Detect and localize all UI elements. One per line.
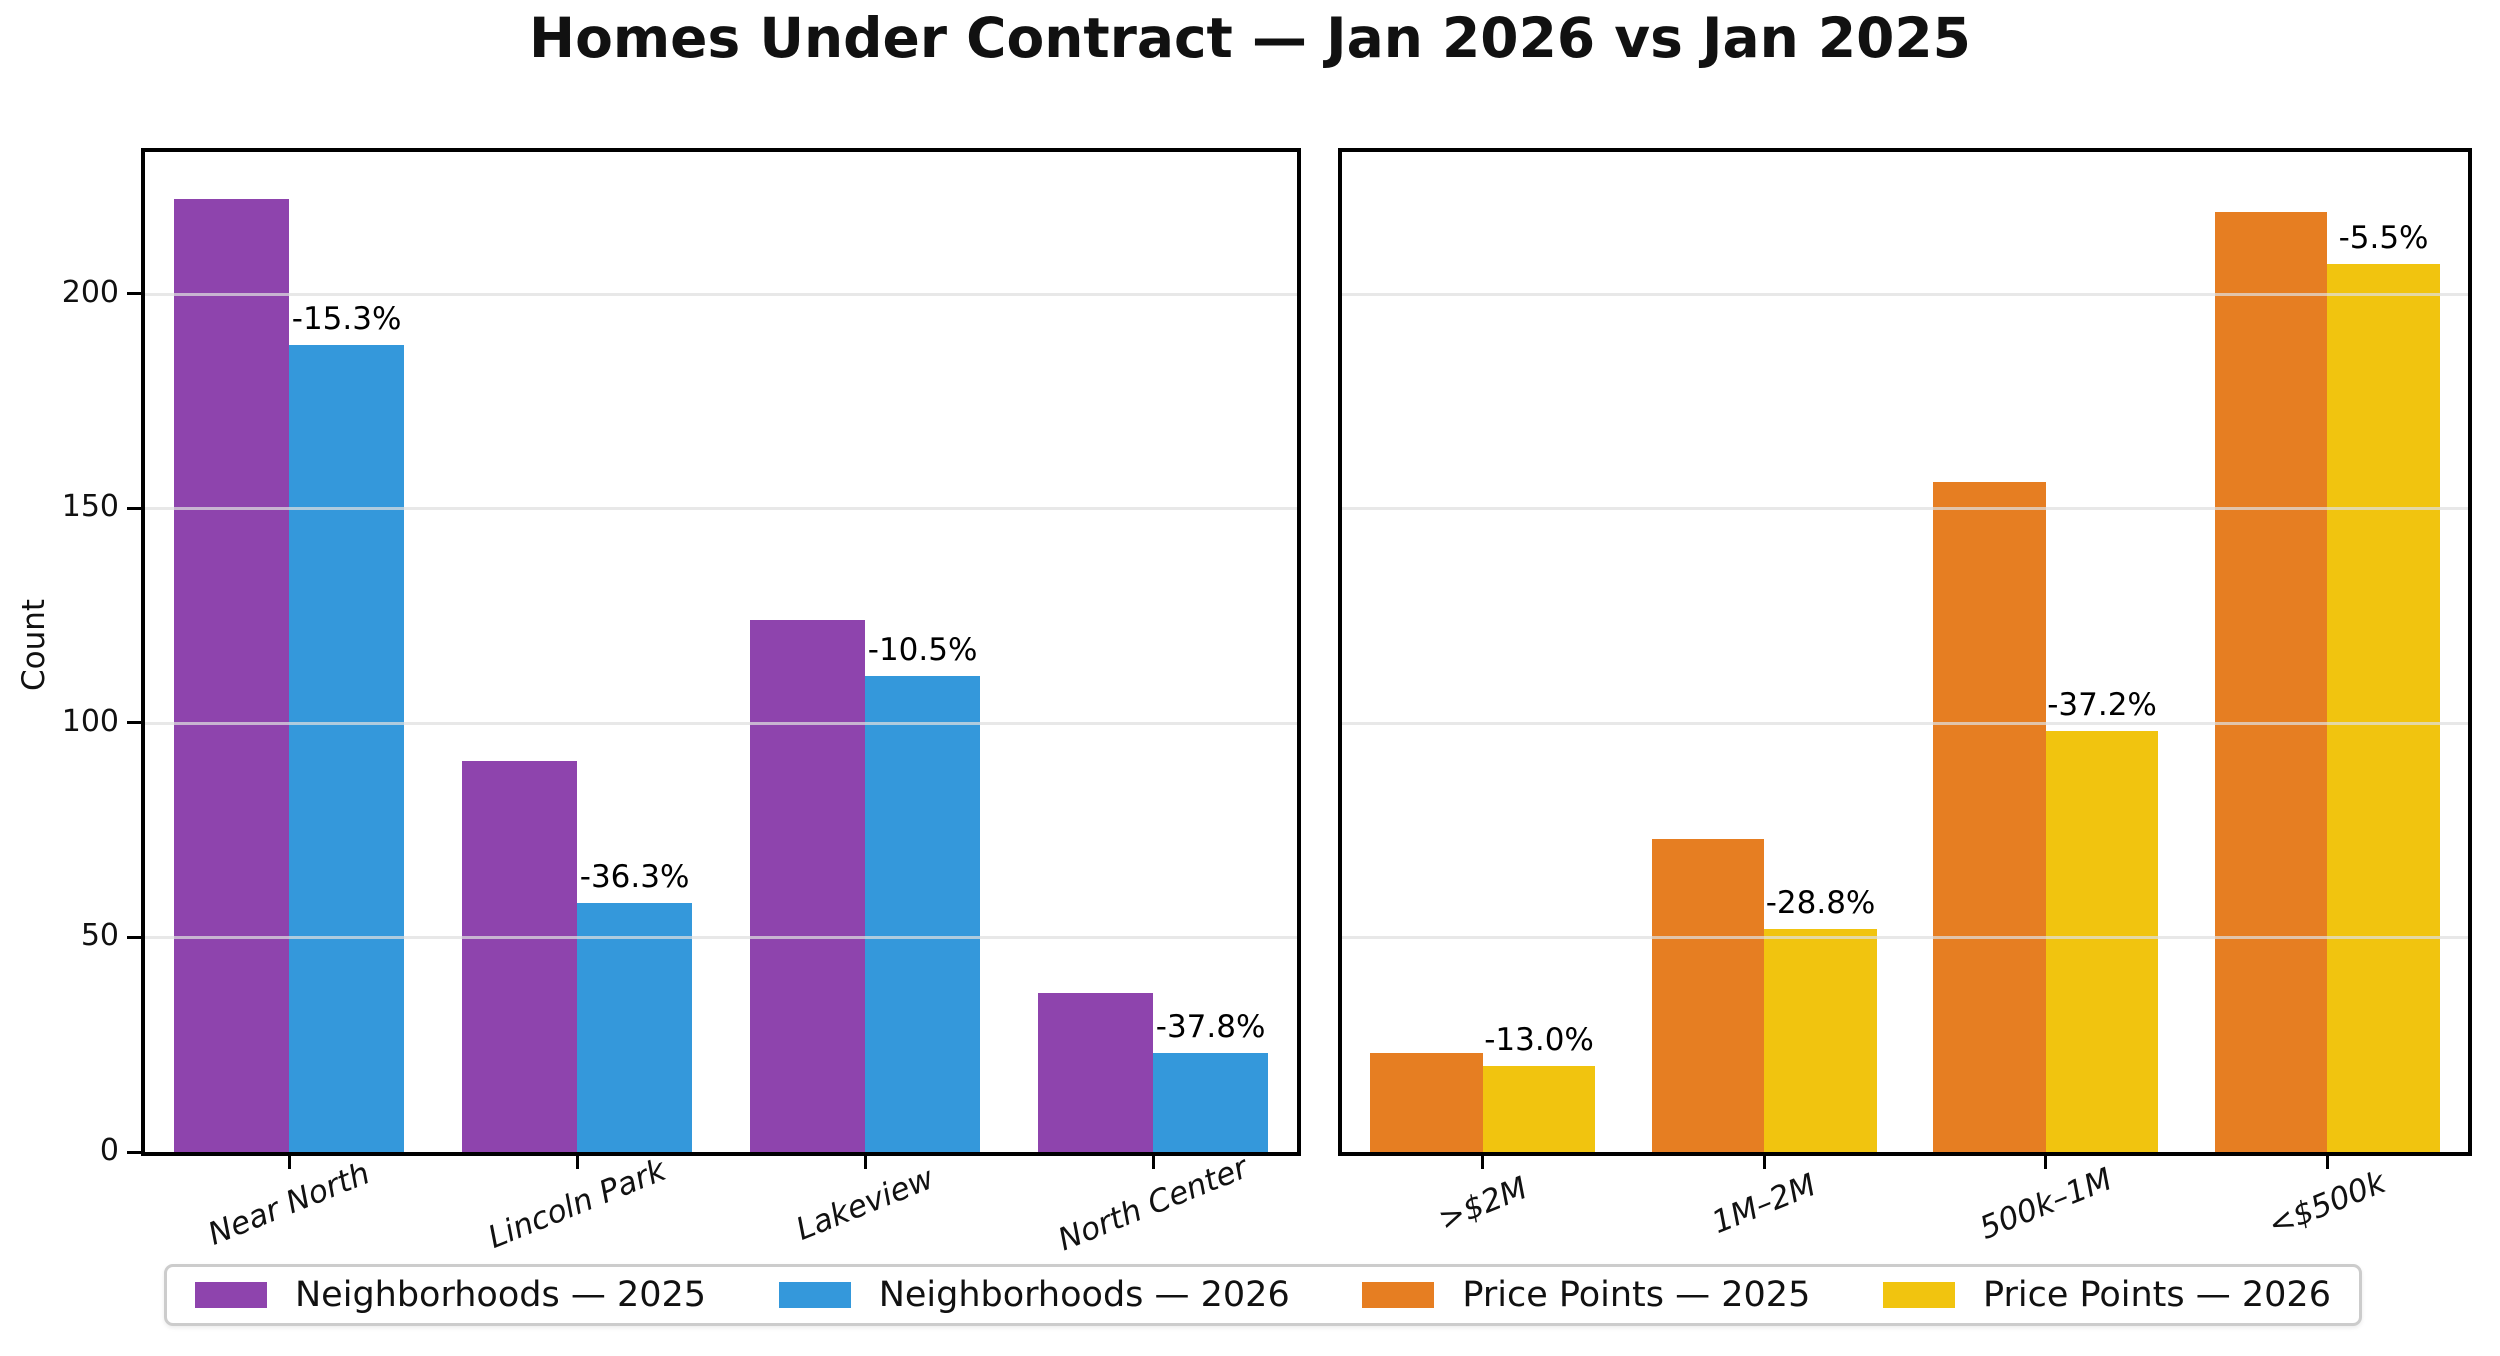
pct-change-label: -13.0% [1484, 1022, 1594, 1059]
legend-swatch [778, 1282, 851, 1308]
pct-change-label: -5.5% [2338, 219, 2429, 256]
legend-item-4: Price Points — 2026 [1883, 1275, 2331, 1315]
x-tick-mark [1151, 1156, 1155, 1169]
gridline [1342, 721, 2468, 725]
y-tick-mark [127, 1150, 141, 1154]
pct-change-label: -36.3% [579, 859, 690, 896]
gridline [1342, 507, 2468, 511]
x-tick-label: Near North [203, 1155, 375, 1253]
chart-title: Homes Under Contract — Jan 2026 vs Jan 2… [529, 6, 1971, 70]
bar-2026-2 [577, 903, 693, 1152]
legend-item-2: Neighborhoods — 2026 [778, 1275, 1290, 1315]
x-tick-label: Lakeview [791, 1160, 939, 1248]
bar-2025-2 [461, 761, 577, 1152]
bar-2025-3 [1933, 482, 2046, 1152]
x-tick-mark [2325, 1156, 2329, 1169]
gridline [1342, 936, 2468, 940]
legend-item-label: Price Points — 2025 [1462, 1275, 1811, 1315]
legend: Neighborhoods — 2025 Neighborhoods — 2026… [164, 1264, 2362, 1326]
x-tick-label: >$2M [1433, 1170, 1533, 1238]
legend-item-1: Neighborhoods — 2025 [195, 1275, 706, 1315]
bar-2026-3 [865, 675, 981, 1152]
x-tick-mark [1481, 1156, 1485, 1169]
gridline [145, 292, 1297, 296]
bar-2025-4 [1037, 993, 1153, 1152]
panel-neighborhoods: -15.3% -36.3% -10.5% -37.8% Near North Lincol… [62, 148, 1301, 1258]
bar-2026-1 [289, 345, 405, 1152]
bar-2025-1 [173, 199, 289, 1152]
legend-swatch [1362, 1282, 1435, 1308]
bar-2026-4 [2327, 263, 2440, 1152]
pct-change-label: -10.5% [867, 631, 978, 668]
y-tick-mark [127, 292, 141, 296]
legend-item-label: Price Points — 2026 [1983, 1275, 2331, 1315]
panel-price-points: -13.0% -28.8% -37.2% -5.5% >$2M 1M–2M 500k–1M <… [1338, 148, 2472, 1247]
y-axis-label: Count [16, 598, 52, 692]
legend-swatch [195, 1282, 267, 1308]
y-tick-mark [127, 721, 141, 725]
legend-item-3: Price Points — 2025 [1362, 1275, 1810, 1315]
y-tick-label: 100 [61, 703, 119, 739]
x-tick-label: 500k–1M [1974, 1161, 2117, 1247]
x-tick-mark [575, 1156, 579, 1169]
y-tick-label: 50 [80, 918, 119, 954]
y-tick-mark [127, 935, 141, 939]
bar-2025-4 [2214, 212, 2328, 1152]
pct-change-label: -15.3% [291, 301, 402, 338]
x-tick-mark [1762, 1156, 1766, 1169]
bar-2026-4 [1153, 1053, 1269, 1152]
bar-2026-2 [1764, 928, 1877, 1152]
y-tick-label: 200 [61, 274, 119, 310]
gridline [145, 721, 1297, 725]
y-tick-mark [127, 506, 141, 510]
bar-2025-3 [749, 619, 865, 1152]
bar-2025-1 [1370, 1053, 1483, 1152]
x-tick-mark [2044, 1156, 2048, 1169]
gridline [145, 936, 1297, 940]
bar-2025-2 [1651, 838, 1765, 1152]
y-tick-label: 0 [99, 1133, 119, 1168]
pct-change-label: -37.2% [2047, 687, 2157, 724]
bar-2026-1 [1482, 1066, 1596, 1152]
gridline [1342, 292, 2468, 296]
x-tick-mark [863, 1156, 867, 1169]
gridline [145, 507, 1297, 511]
legend-item-label: Neighborhoods — 2025 [295, 1275, 707, 1315]
legend-swatch [1883, 1282, 1955, 1308]
y-tick-label: 150 [61, 489, 119, 525]
x-tick-mark [287, 1156, 291, 1169]
bar-2026-3 [2045, 731, 2159, 1152]
x-tick-label: <$500k [2263, 1164, 2391, 1244]
x-tick-label: 1M–2M [1707, 1166, 1822, 1242]
legend-item-label: Neighborhoods — 2026 [878, 1275, 1290, 1315]
pct-change-label: -37.8% [1155, 1009, 1266, 1046]
pct-change-label: -28.8% [1765, 884, 1876, 921]
